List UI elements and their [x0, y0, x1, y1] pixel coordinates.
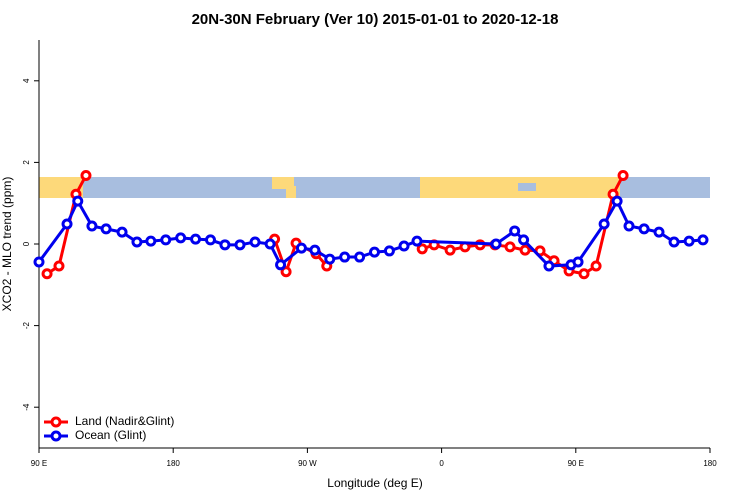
point: [324, 253, 336, 265]
y-tick-label: -4: [22, 403, 31, 411]
x-tick-label: 0: [439, 459, 444, 468]
point: [280, 266, 292, 278]
point: [131, 236, 143, 248]
point: [264, 238, 276, 250]
point: [160, 234, 172, 246]
point: [617, 169, 629, 181]
series-line: [37, 197, 704, 268]
legend-marker: [50, 416, 62, 428]
point: [611, 195, 623, 207]
point: [504, 241, 516, 253]
point: [100, 223, 112, 235]
point: [598, 218, 610, 230]
point: [444, 244, 456, 256]
legend-marker: [50, 430, 62, 442]
point: [383, 245, 395, 257]
point: [339, 251, 351, 263]
point: [234, 239, 246, 251]
point: [518, 234, 530, 246]
point: [249, 236, 261, 248]
chart-title: 20N-30N February (Ver 10) 2015-01-01 to …: [192, 11, 559, 28]
point: [572, 256, 584, 268]
point: [578, 268, 590, 280]
point: [668, 236, 680, 248]
point: [145, 235, 157, 247]
point: [116, 226, 128, 238]
point: [190, 233, 202, 245]
y-tick-label: -2: [22, 321, 31, 329]
point: [295, 242, 307, 254]
point: [416, 243, 428, 255]
x-tick-label: 90 W: [298, 459, 317, 468]
point: [519, 244, 531, 256]
x-tick-label: 180: [703, 459, 717, 468]
point: [411, 235, 423, 247]
point: [61, 218, 73, 230]
legend-label: Land (Nadir&Glint): [75, 414, 174, 428]
point: [638, 223, 650, 235]
point: [86, 220, 98, 232]
point: [204, 234, 216, 246]
legend: Land (Nadir&Glint)Ocean (Glint): [44, 414, 174, 442]
point: [683, 235, 695, 247]
point: [72, 195, 84, 207]
point: [33, 256, 45, 268]
point: [80, 169, 92, 181]
x-tick-label: 90 E: [568, 459, 584, 468]
x-tick-label: 180: [167, 459, 181, 468]
point: [53, 260, 65, 272]
point: [509, 225, 521, 237]
point: [369, 246, 380, 258]
point: [490, 238, 502, 250]
point: [275, 259, 287, 271]
point: [590, 260, 602, 272]
y-axis-label: XCO2 - MLO trend (ppm): [0, 177, 14, 312]
y-tick-label: 2: [22, 160, 31, 165]
point: [175, 232, 187, 244]
point: [309, 244, 321, 256]
point: [697, 234, 709, 246]
point: [398, 240, 410, 252]
x-tick-label: 90 E: [31, 459, 47, 468]
point: [354, 251, 366, 263]
x-axis-label: Longitude (deg E): [327, 476, 422, 490]
point: [543, 260, 555, 272]
legend-label: Ocean (Glint): [75, 428, 146, 442]
point: [219, 239, 231, 251]
map-strip: [39, 177, 710, 198]
y-tick-label: 0: [22, 241, 31, 246]
point: [623, 220, 635, 232]
y-tick-label: 4: [22, 78, 31, 83]
point: [41, 268, 53, 280]
point: [653, 226, 665, 238]
